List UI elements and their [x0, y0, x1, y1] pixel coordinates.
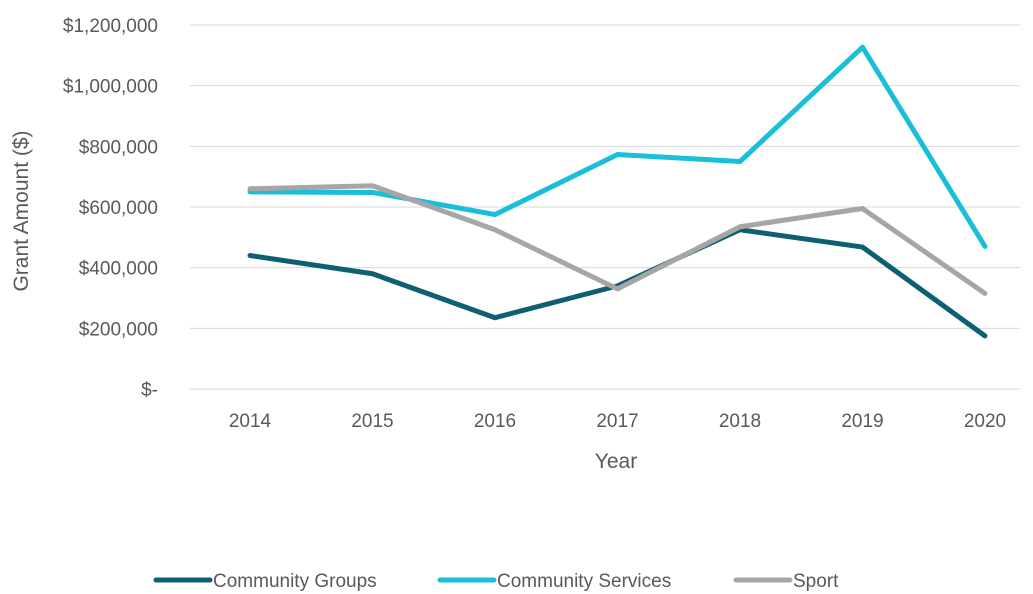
- y-tick-label: $800,000: [79, 137, 158, 158]
- y-tick-label: $-: [141, 380, 158, 401]
- x-axis-tick-labels: 2014 2015 2016 2017 2018 2019 2020: [229, 411, 1006, 432]
- x-tick-label: 2014: [229, 411, 272, 432]
- y-tick-label: $1,000,000: [63, 77, 158, 98]
- y-tick-label: $400,000: [79, 259, 158, 280]
- y-axis-title: Grant Amount ($): [10, 130, 33, 291]
- legend-label: Community Services: [497, 571, 671, 592]
- y-tick-label: $1,200,000: [63, 16, 158, 37]
- legend: Community Groups Community Services Sport: [153, 571, 839, 592]
- x-tick-label: 2020: [964, 411, 1006, 432]
- x-tick-label: 2018: [719, 411, 761, 432]
- legend-label: Sport: [793, 571, 839, 592]
- legend-label: Community Groups: [213, 571, 377, 592]
- gridlines: [190, 24, 1020, 390]
- legend-item-community-groups: Community Groups: [153, 571, 377, 592]
- x-tick-label: 2016: [474, 411, 516, 432]
- y-tick-label: $200,000: [79, 319, 158, 340]
- legend-item-sport: Sport: [733, 571, 839, 592]
- x-tick-label: 2019: [841, 411, 883, 432]
- x-axis-title: Year: [595, 450, 637, 473]
- series-line-sport: [247, 183, 988, 296]
- x-tick-label: 2017: [596, 411, 638, 432]
- legend-item-community-services: Community Services: [437, 571, 671, 592]
- y-tick-label: $600,000: [79, 198, 158, 219]
- x-tick-label: 2015: [351, 411, 393, 432]
- series-lines: [247, 44, 988, 339]
- y-axis-tick-labels: $- $200,000 $400,000 $600,000 $800,000 $1,000…: [63, 16, 158, 401]
- series-line-community-groups: [247, 227, 988, 339]
